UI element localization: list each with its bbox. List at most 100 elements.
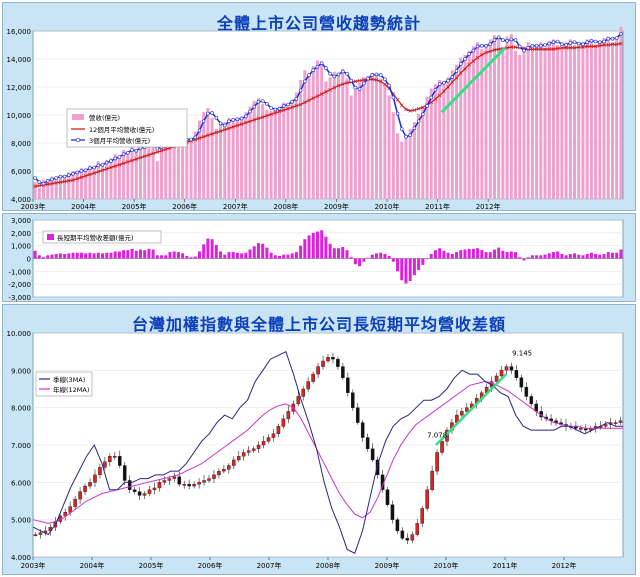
ma12-marker [324, 90, 328, 94]
ma12-marker [151, 151, 155, 156]
ma3-marker [62, 174, 67, 179]
ma3-marker [265, 102, 269, 106]
ma3-marker [463, 57, 467, 61]
ma3-marker [286, 102, 290, 107]
ma3-marker [37, 180, 42, 184]
ma12-marker [581, 45, 585, 49]
revenue-bar [417, 113, 421, 199]
diff-bar [88, 252, 92, 259]
ma12-marker [147, 153, 151, 157]
revenue-bar [492, 35, 496, 200]
revenue-bar [598, 42, 602, 200]
x-tick-label: 2009年 [375, 561, 400, 570]
ma3-marker [41, 181, 46, 186]
ma3-marker [336, 72, 341, 77]
candle-up [152, 487, 157, 491]
revenue-bar [535, 45, 539, 199]
legend-label-revenue: 營收(億元) [89, 113, 120, 122]
ma3-marker [378, 73, 383, 77]
revenue-bar [273, 108, 277, 199]
revenue-bar [463, 54, 467, 199]
revenue-bar [551, 39, 555, 200]
ma12-marker [277, 109, 282, 114]
y-tick-label: 16,000 [7, 28, 32, 36]
ma12-marker [450, 80, 455, 84]
ma12-marker [307, 98, 311, 103]
ma12-marker [488, 49, 493, 54]
revenue-bar [299, 80, 303, 199]
revenue-bar [214, 129, 218, 199]
revenue-bar [379, 78, 383, 199]
candle-up [236, 455, 241, 461]
legend-marker-ma3 [75, 137, 81, 143]
ma12-marker [197, 136, 202, 140]
diff-bar [577, 254, 581, 259]
diff-bar [147, 248, 151, 259]
ma3-marker [248, 109, 252, 114]
y-tick-label: 7.000 [11, 442, 31, 450]
revenue-bar [383, 84, 387, 199]
ma3-marker [383, 77, 387, 82]
revenue-bar [602, 38, 606, 199]
revenue-bar [581, 42, 585, 200]
diff-bar [50, 254, 54, 259]
candle-up [212, 474, 216, 479]
diff-bar [370, 254, 374, 259]
ma12-marker [159, 148, 164, 153]
candle-down [177, 476, 182, 485]
diff-bar [383, 254, 387, 259]
candle-up [430, 470, 434, 490]
revenue-bar [328, 77, 332, 199]
diff-bar [446, 252, 450, 259]
ma3-marker [134, 148, 139, 153]
x-tick-label: 2006年 [172, 202, 197, 211]
ma12-marker [610, 42, 615, 47]
candle-down [122, 465, 127, 481]
diff-bar [244, 252, 248, 259]
diff-bar [585, 254, 589, 259]
ma3-marker [277, 106, 282, 111]
revenue-bar [514, 50, 518, 199]
ma3-marker [244, 114, 248, 119]
ma12-marker [475, 55, 480, 60]
revenue-bar [438, 80, 442, 199]
candle-up [167, 478, 172, 481]
diff-bar [67, 253, 71, 259]
revenue-bar [526, 42, 530, 200]
ma12-marker [328, 87, 332, 92]
candle-up [93, 474, 97, 483]
candle-up [504, 366, 509, 371]
ma12-marker [509, 45, 514, 49]
revenue-bar [589, 40, 593, 199]
ma12-marker [206, 133, 210, 138]
ma3-marker [446, 78, 450, 83]
revenue-bar [374, 74, 378, 199]
diff-bar [311, 232, 315, 259]
ma3-marker [421, 112, 425, 117]
ma12-marker [218, 129, 223, 133]
candle-up [98, 467, 102, 476]
revenue-bar [63, 176, 67, 199]
diff-bar [79, 252, 83, 259]
ma3-marker [100, 162, 105, 167]
diff-bar [210, 239, 214, 259]
ma3-marker [551, 40, 556, 45]
candle-up [316, 366, 320, 375]
revenue-bar [252, 101, 256, 199]
diff-bar [501, 250, 505, 259]
ma12-marker [121, 161, 126, 166]
diff-bar [181, 253, 185, 259]
x-tick-label: 2011年 [425, 202, 450, 211]
ma12-marker [345, 80, 349, 85]
diff-bar [543, 254, 547, 259]
ma3-marker [416, 119, 421, 124]
candle-down [370, 448, 375, 461]
revenue-bar [429, 88, 433, 199]
diff-bar [450, 254, 454, 259]
candle-up [603, 424, 608, 427]
revenue-bar [46, 180, 50, 199]
diff-bar [522, 258, 526, 261]
revenue-bar [349, 95, 353, 199]
candle-down [336, 358, 340, 367]
diff-bar [286, 254, 290, 259]
